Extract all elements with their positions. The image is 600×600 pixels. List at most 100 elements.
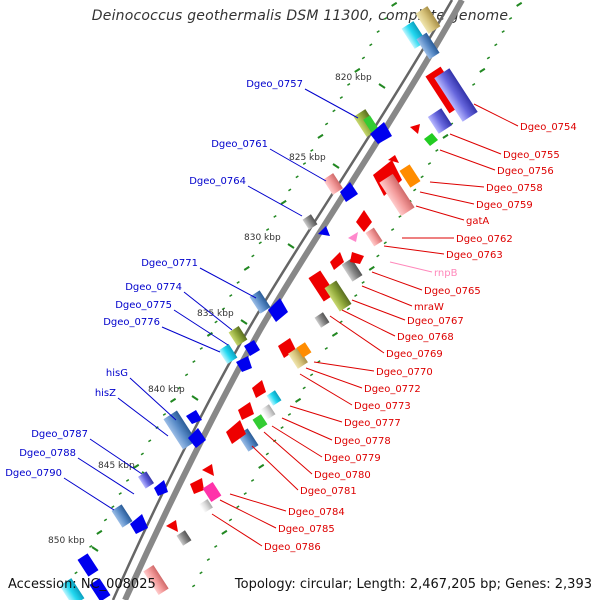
feature-dgeo0771 [249, 290, 271, 314]
scale-dash [413, 188, 417, 192]
feature-red-small-c [252, 380, 266, 398]
gene-label: rnpB [434, 268, 458, 279]
scale-dash [354, 67, 361, 73]
scale-dash [494, 43, 498, 47]
scale-dash [361, 280, 365, 284]
label-connector [129, 377, 177, 421]
scale-dash [229, 294, 233, 298]
scale-dash [103, 518, 108, 522]
scale-dash [133, 463, 140, 469]
scale-dash [258, 241, 262, 245]
gene-label: Dgeo_0764 [189, 176, 246, 187]
feature-red-small-a [330, 252, 344, 270]
gene-label: Dgeo_0786 [264, 542, 321, 553]
gene-label: Dgeo_0767 [407, 316, 464, 327]
scale-dash [501, 30, 505, 34]
gene-label: Dgeo_0780 [314, 470, 371, 481]
feature-blue-arrow-5 [244, 340, 260, 356]
scale-dash [287, 412, 292, 416]
feature-dgeo0763 [365, 227, 383, 247]
scale-dash [280, 426, 284, 430]
label-connector [211, 513, 263, 547]
scale-dash [442, 133, 449, 139]
scale-dash [192, 360, 196, 364]
feature-dgeo0772 [288, 347, 308, 369]
feature-dgeo0767 [341, 258, 363, 282]
gene-label: Dgeo_0759 [476, 200, 533, 211]
feature-dgeo0784 [202, 482, 222, 502]
scale-dash [111, 505, 115, 509]
left-gene-labels: Dgeo_0757 Dgeo_0761 Dgeo_0764 Dgeo_0771 Dgeo… [5, 79, 359, 511]
label-connector [439, 149, 496, 171]
scale-dash [354, 294, 358, 298]
scale-dash [368, 265, 375, 271]
feature-red-arrow-a [410, 124, 420, 134]
scale-tick-label: 835 kbp [197, 309, 234, 319]
label-connector [351, 299, 406, 321]
feature-dgeo0786 [176, 530, 192, 546]
gene-label: Dgeo_0779 [324, 453, 381, 464]
scale-dash [199, 571, 203, 575]
scale-dash [324, 122, 329, 126]
scale-dashes [66, 1, 523, 588]
gene-label: Dgeo_0762 [456, 234, 513, 245]
feature-red-small-g [166, 520, 178, 532]
label-connector [63, 477, 115, 511]
scale-dash [265, 452, 269, 456]
label-connector [183, 291, 233, 331]
scale-dash [383, 241, 387, 245]
feature-dgeo0779 [252, 414, 268, 430]
scale-dash [243, 492, 247, 496]
gene-label: gatA [466, 216, 489, 227]
feature-top-tan [415, 6, 441, 34]
scale-dash [427, 162, 432, 166]
feature-dgeo0755 [434, 68, 478, 122]
scale-dash [177, 386, 181, 390]
gene-label: Dgeo_0757 [246, 79, 303, 90]
scale-dash [221, 307, 226, 311]
scale-dash [361, 56, 366, 60]
scale-dash [346, 307, 351, 311]
scale-dash [369, 43, 373, 47]
gene-label: Dgeo_0761 [211, 139, 268, 150]
right-gene-labels: Dgeo_0754 Dgeo_0755 Dgeo_0756 Dgeo_0758 Dgeo… [211, 103, 577, 553]
feature-dgeo0762 [356, 210, 372, 232]
label-connector [305, 367, 363, 389]
gene-label: Dgeo_0773 [354, 401, 411, 412]
scale-tick-label: 850 kbp [48, 536, 85, 546]
gene-label: Dgeo_0763 [446, 250, 503, 261]
feature-top-blue [416, 32, 440, 60]
feature-hisG [163, 410, 197, 450]
scale-dash [376, 254, 380, 258]
feature-dgeo0775 [228, 326, 248, 346]
label-connector [473, 103, 519, 127]
label-connector [304, 88, 359, 119]
scale-dash [206, 558, 211, 562]
label-connector [299, 373, 353, 406]
label-connector [329, 315, 385, 354]
label-connector [419, 191, 475, 205]
label-connector [341, 309, 396, 337]
scale-dash [332, 109, 336, 113]
feature-blue-arrow-1 [370, 122, 392, 144]
scale-dash [479, 67, 486, 73]
scale-dash [324, 346, 328, 350]
gene-label: Dgeo_0777 [344, 418, 401, 429]
scale-dash [214, 320, 218, 324]
scale-tick-label: 825 kbp [289, 153, 326, 163]
feature-red-arrow-b [388, 155, 399, 163]
scale-dash [265, 228, 270, 232]
gene-label: Dgeo_0758 [486, 183, 543, 194]
scale-dash [199, 346, 203, 350]
scale-dash [347, 82, 351, 86]
scale-dash [295, 175, 299, 179]
feature-bottom-cyan [59, 578, 85, 600]
scale-dash [390, 228, 395, 232]
gene-label: Dgeo_0778 [334, 436, 391, 447]
scale-dash [295, 397, 302, 403]
scale-dash [508, 16, 513, 20]
scale-tick-mark [91, 546, 99, 552]
feature-blue-arrow-10 [130, 514, 148, 534]
label-connector [263, 431, 313, 475]
